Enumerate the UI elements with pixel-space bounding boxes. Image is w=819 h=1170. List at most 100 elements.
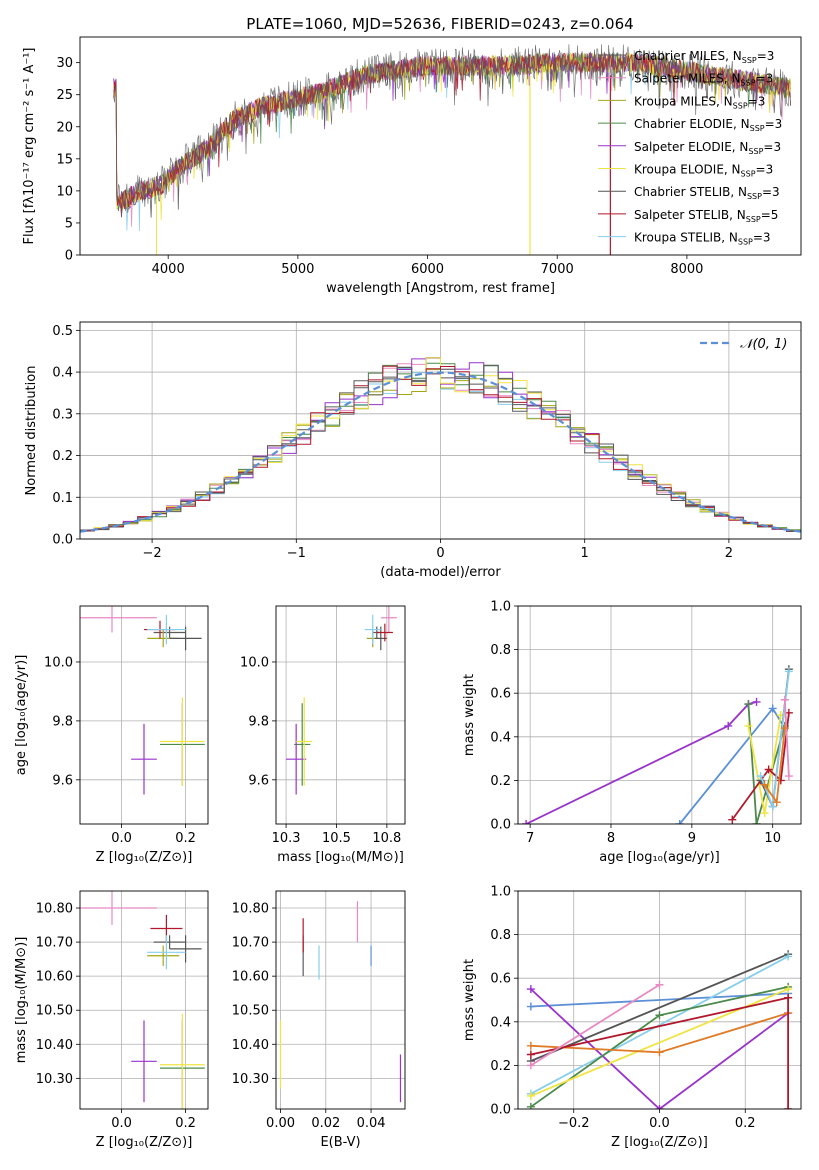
weight-marker [760, 780, 769, 789]
x-tick-label: 10.5 [322, 831, 351, 846]
panel-age-weight: 7 8 9 10 0.0 0.2 0.4 0.6 0.8 1.0 age [log₁₀(age/yr… [462, 600, 802, 865]
y-tick-label: 0.8 [490, 928, 511, 943]
weight-marker [784, 993, 793, 1002]
weight-series-3 [530, 955, 789, 1095]
panel-ebv-mass: 0.00 0.02 0.04 10.30 10.40 10.50 10.60 10.70 10.… [232, 890, 406, 1150]
plot-area [113, 44, 791, 255]
y-tick-label: 10.40 [232, 1038, 269, 1053]
weight-marker [655, 1105, 664, 1109]
y-tick-label: 10.80 [232, 902, 269, 917]
weight-marker [526, 1050, 535, 1059]
axes-frame [517, 890, 802, 1110]
y-tick-label: 0.0 [490, 818, 511, 833]
y-tick-label: 9.6 [52, 773, 73, 788]
x-tick-label: 7 [526, 831, 534, 846]
weight-marker [744, 721, 753, 730]
x-tick-label: 6000 [411, 262, 444, 277]
y-axis-label: mass weight [462, 674, 477, 756]
axes-frame [79, 321, 802, 540]
weight-marker [655, 1048, 664, 1057]
x-tick-label: 9 [688, 831, 696, 846]
y-tick-label: 0.1 [52, 491, 73, 506]
y-tick-label: 0.0 [52, 533, 73, 548]
y-tick-label: 0 [65, 249, 73, 264]
y-tick-label: 0.5 [52, 324, 73, 339]
weight-series-7 [783, 699, 790, 777]
spectrum-line-7 [113, 52, 791, 218]
plot-area [286, 606, 397, 795]
y-tick-label: 10.80 [36, 902, 73, 917]
x-tick-label: −0.2 [558, 1116, 590, 1131]
y-tick-label: 1.0 [490, 885, 511, 900]
legend: Chabrier MILES, NSSP=3 Salpeter MILES, NS… [598, 49, 782, 247]
y-tick-label: 10.60 [232, 970, 269, 985]
y-axis-label: Normed distribution [24, 366, 39, 496]
weight-marker [744, 700, 753, 709]
plot-area [526, 950, 793, 1109]
legend-label-2: Kroupa MILES, NSSP=3 [634, 94, 765, 110]
weight-marker [526, 1061, 535, 1070]
histogram-7 [80, 365, 801, 532]
weight-series-1 [525, 701, 757, 824]
weight-marker [768, 704, 777, 713]
weight-marker [760, 809, 769, 818]
x-tick-label: 0.0 [649, 1116, 670, 1131]
y-tick-label: 9.8 [248, 714, 269, 729]
x-axis-label: wavelength [Angstrom, rest frame] [326, 281, 555, 296]
legend-label-7: Salpeter STELIB, NSSP=5 [634, 208, 778, 224]
plot-area [279, 901, 402, 1103]
x-tick-label: 7000 [541, 262, 574, 277]
panel-spectrum: 4000 5000 6000 7000 8000 0 5 10 15 20 25 30 waveleng… [22, 36, 802, 296]
weight-series-1 [530, 988, 789, 1109]
axes-frame [79, 890, 209, 1110]
weight-marker [752, 820, 761, 824]
x-axis-label: age [log₁₀(age/yr)] [599, 850, 720, 865]
panel-mass-age: 10.3 10.5 10.8 9.6 9.8 10.0 mass [log₁₀(M/M⊙)] [240, 605, 406, 865]
y-tick-label: 9.6 [248, 773, 269, 788]
weight-marker [776, 776, 785, 785]
y-axis-label: mass [log₁₀(M/M⊙)] [14, 937, 29, 1064]
weight-marker [526, 1091, 535, 1100]
x-tick-label: 8000 [670, 262, 703, 277]
y-tick-label: 5 [65, 216, 73, 231]
y-tick-label: 0.8 [490, 643, 511, 658]
y-tick-label: 0.4 [490, 730, 511, 745]
figure-title: PLATE=1060, MJD=52636, FIBERID=0243, z=0… [246, 15, 633, 33]
y-tick-label: 10.50 [36, 1004, 73, 1019]
legend-label-0: Chabrier MILES, NSSP=3 [634, 49, 774, 65]
x-axis-label: Z [log₁₀(Z/Z⊙)] [96, 1135, 193, 1150]
y-tick-label: 10.30 [232, 1072, 269, 1087]
y-tick-label: 0.6 [490, 972, 511, 987]
axes-frame [275, 605, 406, 825]
panel-z-age: 0.0 0.2 9.6 9.8 10.0 Z [log₁₀(Z/Z⊙)] age [log₁… [14, 605, 209, 865]
y-tick-label: 0.2 [490, 774, 511, 789]
normal-reference-curve [80, 371, 801, 533]
x-tick-label: 2 [725, 546, 733, 561]
x-tick-label: 0.2 [175, 831, 196, 846]
plot-area [80, 357, 801, 533]
legend-label-6: Chabrier STELIB, NSSP=3 [634, 185, 780, 201]
panel-z-mass: 0.0 0.2 10.30 10.40 10.50 10.60 10.70 10.80 Z [l… [14, 890, 209, 1150]
y-tick-label: 0.4 [52, 366, 73, 381]
weight-marker [522, 820, 531, 824]
x-axis-label: Z [log₁₀(Z/Z⊙)] [96, 850, 193, 865]
y-tick-label: 0.0 [490, 1103, 511, 1118]
weight-marker [526, 1002, 535, 1011]
y-tick-label: 15 [56, 152, 73, 167]
weight-marker [772, 798, 781, 807]
weight-marker [526, 985, 535, 994]
y-tick-label: 10.70 [232, 936, 269, 951]
legend-label-5: Kroupa ELODIE, NSSP=3 [634, 163, 773, 179]
x-axis-label: Z [log₁₀(Z/Z⊙)] [611, 1135, 708, 1150]
y-tick-label: 25 [56, 88, 73, 103]
spectrum-line-0 [113, 44, 791, 217]
y-tick-label: 10.40 [36, 1038, 73, 1053]
axes-frame [79, 605, 209, 825]
plot-area [80, 891, 205, 1109]
weight-series-2 [530, 953, 789, 1062]
weight-marker [655, 1011, 664, 1020]
x-tick-label: 0 [436, 546, 444, 561]
x-tick-label: −1 [287, 546, 306, 561]
weight-marker [784, 667, 793, 676]
